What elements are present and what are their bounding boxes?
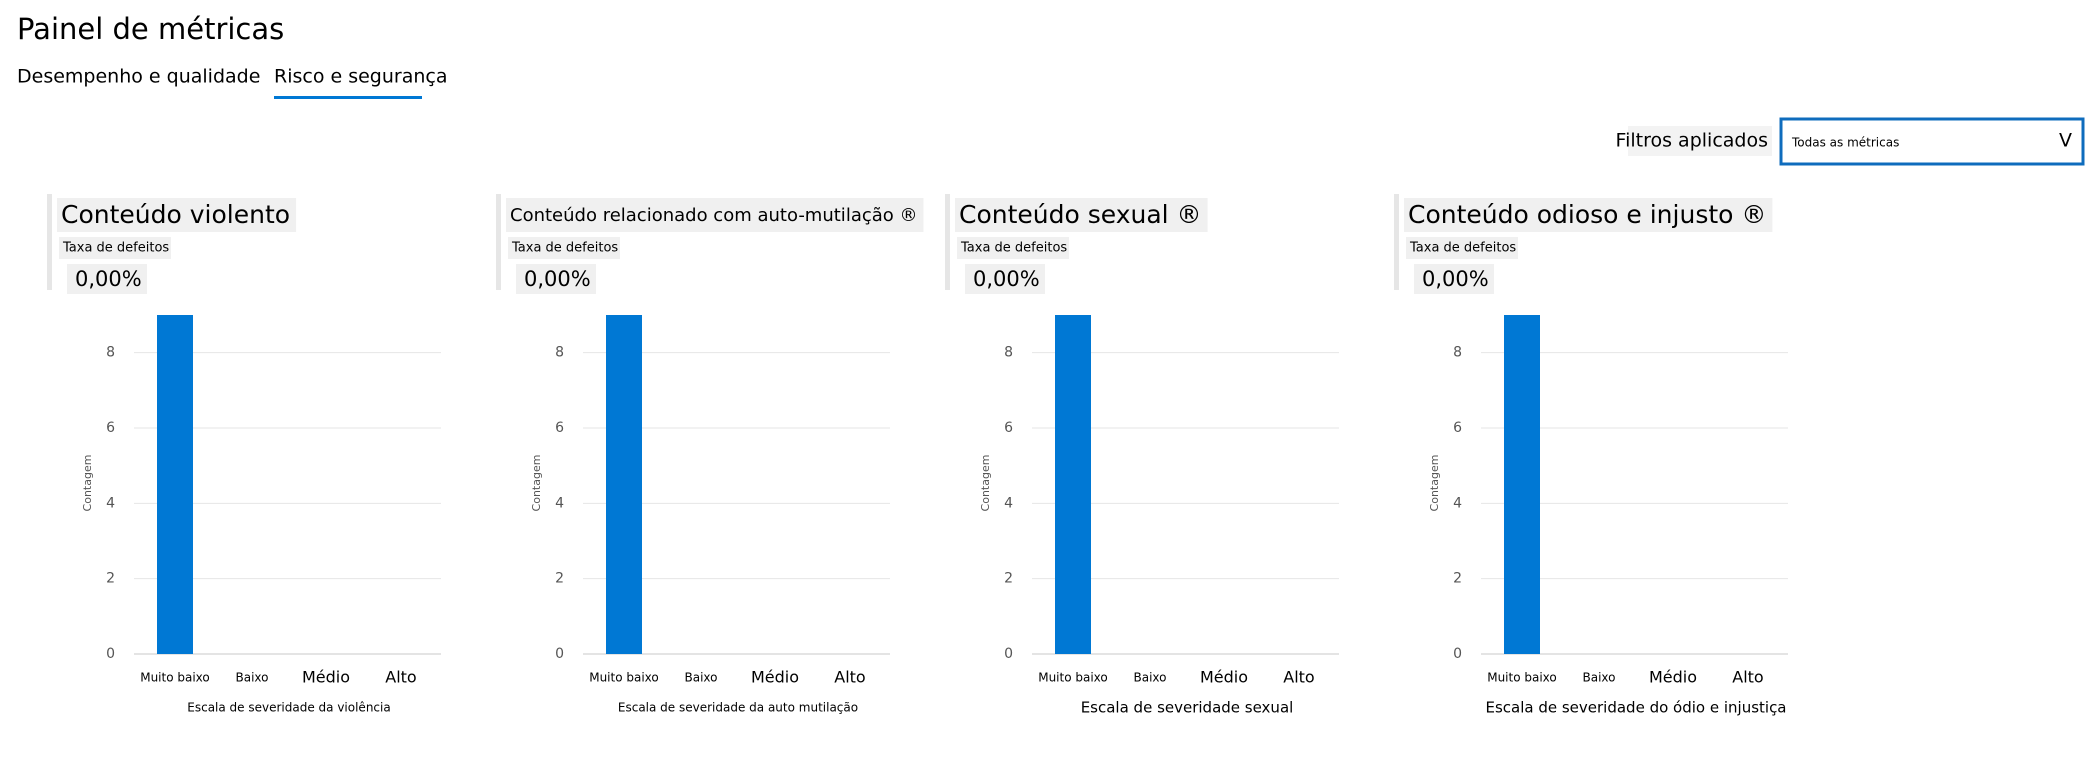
metric-value: 0,00%: [1422, 267, 1489, 291]
x-axis-label: Escala de severidade sexual: [1081, 699, 1294, 717]
panel-accent: [945, 194, 950, 290]
x-tick-label: Alto: [1283, 668, 1314, 687]
y-axis-label: Contagem: [530, 455, 543, 512]
y-tick-label: 2: [555, 571, 564, 587]
y-tick-label: 4: [555, 495, 564, 511]
panel-title: Conteúdo violento: [61, 200, 290, 229]
x-tick-label: Baixo: [236, 671, 269, 685]
x-axis-label: Escala de severidade da violência: [187, 701, 390, 715]
tab-underline: [274, 96, 422, 99]
y-tick-label: 2: [1453, 571, 1462, 587]
x-tick-label: Médio: [1649, 668, 1697, 687]
label-bg: [57, 198, 297, 232]
bar: [606, 315, 642, 654]
y-tick-label: 8: [555, 345, 564, 361]
label-bg: [516, 264, 596, 294]
y-tick-label: 6: [106, 420, 115, 436]
y-tick-label: 0: [555, 646, 564, 662]
metric-value: 0,00%: [524, 267, 591, 291]
filter-label: Filtros aplicados: [1616, 130, 1768, 152]
panel-title: Conteúdo odioso e injusto ®: [1408, 200, 1766, 229]
panel-title: Conteúdo sexual ®: [959, 200, 1202, 229]
panel-accent: [47, 194, 52, 290]
x-tick-label: Baixo: [1583, 671, 1616, 685]
label-bg: [957, 237, 1069, 259]
x-tick-label: Alto: [385, 668, 416, 687]
panel-accent: [1394, 194, 1399, 290]
y-tick-label: 6: [1453, 420, 1462, 436]
y-axis-label: Contagem: [81, 455, 94, 512]
y-tick-label: 0: [106, 646, 115, 662]
tab[interactable]: Desempenho e qualidade: [17, 66, 260, 88]
metric-label: Taxa de defeitos: [62, 241, 169, 256]
x-tick-label: Muito baixo: [1038, 671, 1108, 685]
metric-label: Taxa de defeitos: [1409, 241, 1516, 256]
filter-value: Todas as métricas: [1791, 136, 1899, 150]
y-tick-label: 0: [1453, 646, 1462, 662]
label-bg: [67, 264, 147, 294]
y-tick-label: 8: [1453, 345, 1462, 361]
panel-title: Conteúdo relacionado com auto-mutilação …: [510, 205, 918, 226]
filter-dropdown[interactable]: [1779, 117, 2085, 166]
y-tick-label: 4: [106, 495, 115, 511]
x-tick-label: Médio: [302, 668, 350, 687]
y-tick-label: 6: [1004, 420, 1013, 436]
x-tick-label: Muito baixo: [589, 671, 659, 685]
x-axis-label: Escala de severidade da auto mutilação: [618, 701, 858, 715]
y-tick-label: 2: [106, 571, 115, 587]
y-axis-label: Contagem: [1428, 455, 1441, 512]
y-axis-label: Contagem: [979, 455, 992, 512]
label-bg: [1404, 198, 1773, 232]
label-bg: [508, 237, 620, 259]
label-bg: [955, 198, 1208, 232]
metric-label: Taxa de defeitos: [511, 241, 618, 256]
bar: [157, 315, 193, 654]
label-bg: [1628, 126, 1772, 156]
metric-value: 0,00%: [75, 267, 142, 291]
metric-label: Taxa de defeitos: [960, 241, 1067, 256]
x-tick-label: Médio: [1200, 668, 1248, 687]
panel-accent: [496, 194, 501, 290]
tab[interactable]: Risco e segurança: [274, 66, 448, 88]
dropdown-icon: V: [2059, 130, 2072, 152]
bar: [1055, 315, 1091, 654]
metric-value: 0,00%: [973, 267, 1040, 291]
y-tick-label: 6: [555, 420, 564, 436]
label-bg: [965, 264, 1045, 294]
y-tick-label: 4: [1004, 495, 1013, 511]
x-tick-label: Médio: [751, 668, 799, 687]
label-bg: [59, 237, 171, 259]
y-tick-label: 0: [1004, 646, 1013, 662]
x-tick-label: Alto: [1732, 668, 1763, 687]
x-tick-label: Alto: [834, 668, 865, 687]
y-tick-label: 4: [1453, 495, 1462, 511]
bar: [1504, 315, 1540, 654]
y-tick-label: 2: [1004, 571, 1013, 587]
page-title: Painel de métricas: [17, 12, 284, 46]
x-tick-label: Muito baixo: [1487, 671, 1557, 685]
y-tick-label: 8: [1004, 345, 1013, 361]
label-bg: [506, 198, 924, 232]
label-bg: [1406, 237, 1518, 259]
x-axis-label: Escala de severidade do ódio e injustiça: [1485, 699, 1786, 717]
y-tick-label: 8: [106, 345, 115, 361]
label-bg: [1414, 264, 1494, 294]
x-tick-label: Baixo: [685, 671, 718, 685]
x-tick-label: Baixo: [1134, 671, 1167, 685]
x-tick-label: Muito baixo: [140, 671, 210, 685]
